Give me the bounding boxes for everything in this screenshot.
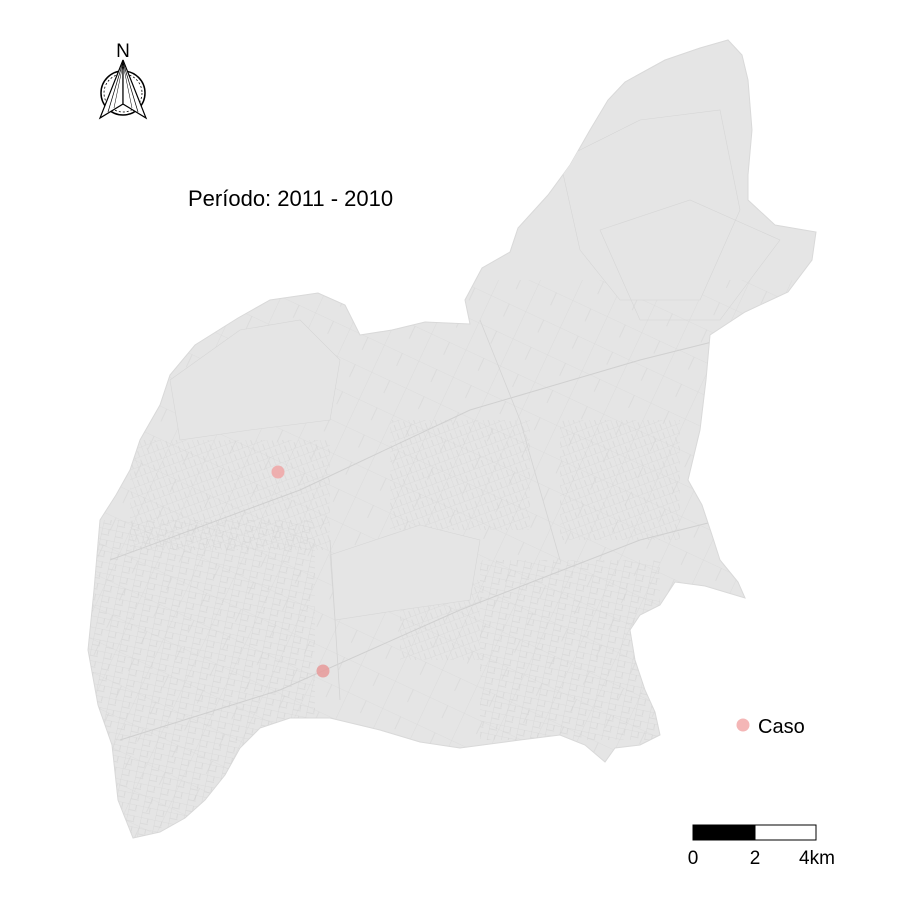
- scale-bar: 0 2 4km: [688, 824, 835, 869]
- case-points: [271, 465, 330, 678]
- scale-tick-4km: 4km: [799, 848, 835, 869]
- scale-bar-segment-white: [754, 824, 817, 841]
- compass-icon: [98, 59, 148, 120]
- legend: Caso: [736, 716, 805, 738]
- north-arrow-label: N: [116, 41, 130, 62]
- case-point: [316, 664, 330, 678]
- scale-bar-segment-black: [692, 824, 756, 841]
- map-title: Período: 2011 - 2010: [188, 186, 393, 211]
- case-point: [271, 465, 285, 479]
- north-arrow: N: [98, 41, 148, 120]
- municipality-region: [87, 39, 817, 839]
- census-tract-boundaries: [88, 109, 816, 838]
- legend-label-caso: Caso: [758, 716, 805, 738]
- legend-marker-caso: [736, 718, 750, 732]
- scale-tick-0: 0: [688, 848, 699, 869]
- scale-tick-2: 2: [750, 848, 761, 869]
